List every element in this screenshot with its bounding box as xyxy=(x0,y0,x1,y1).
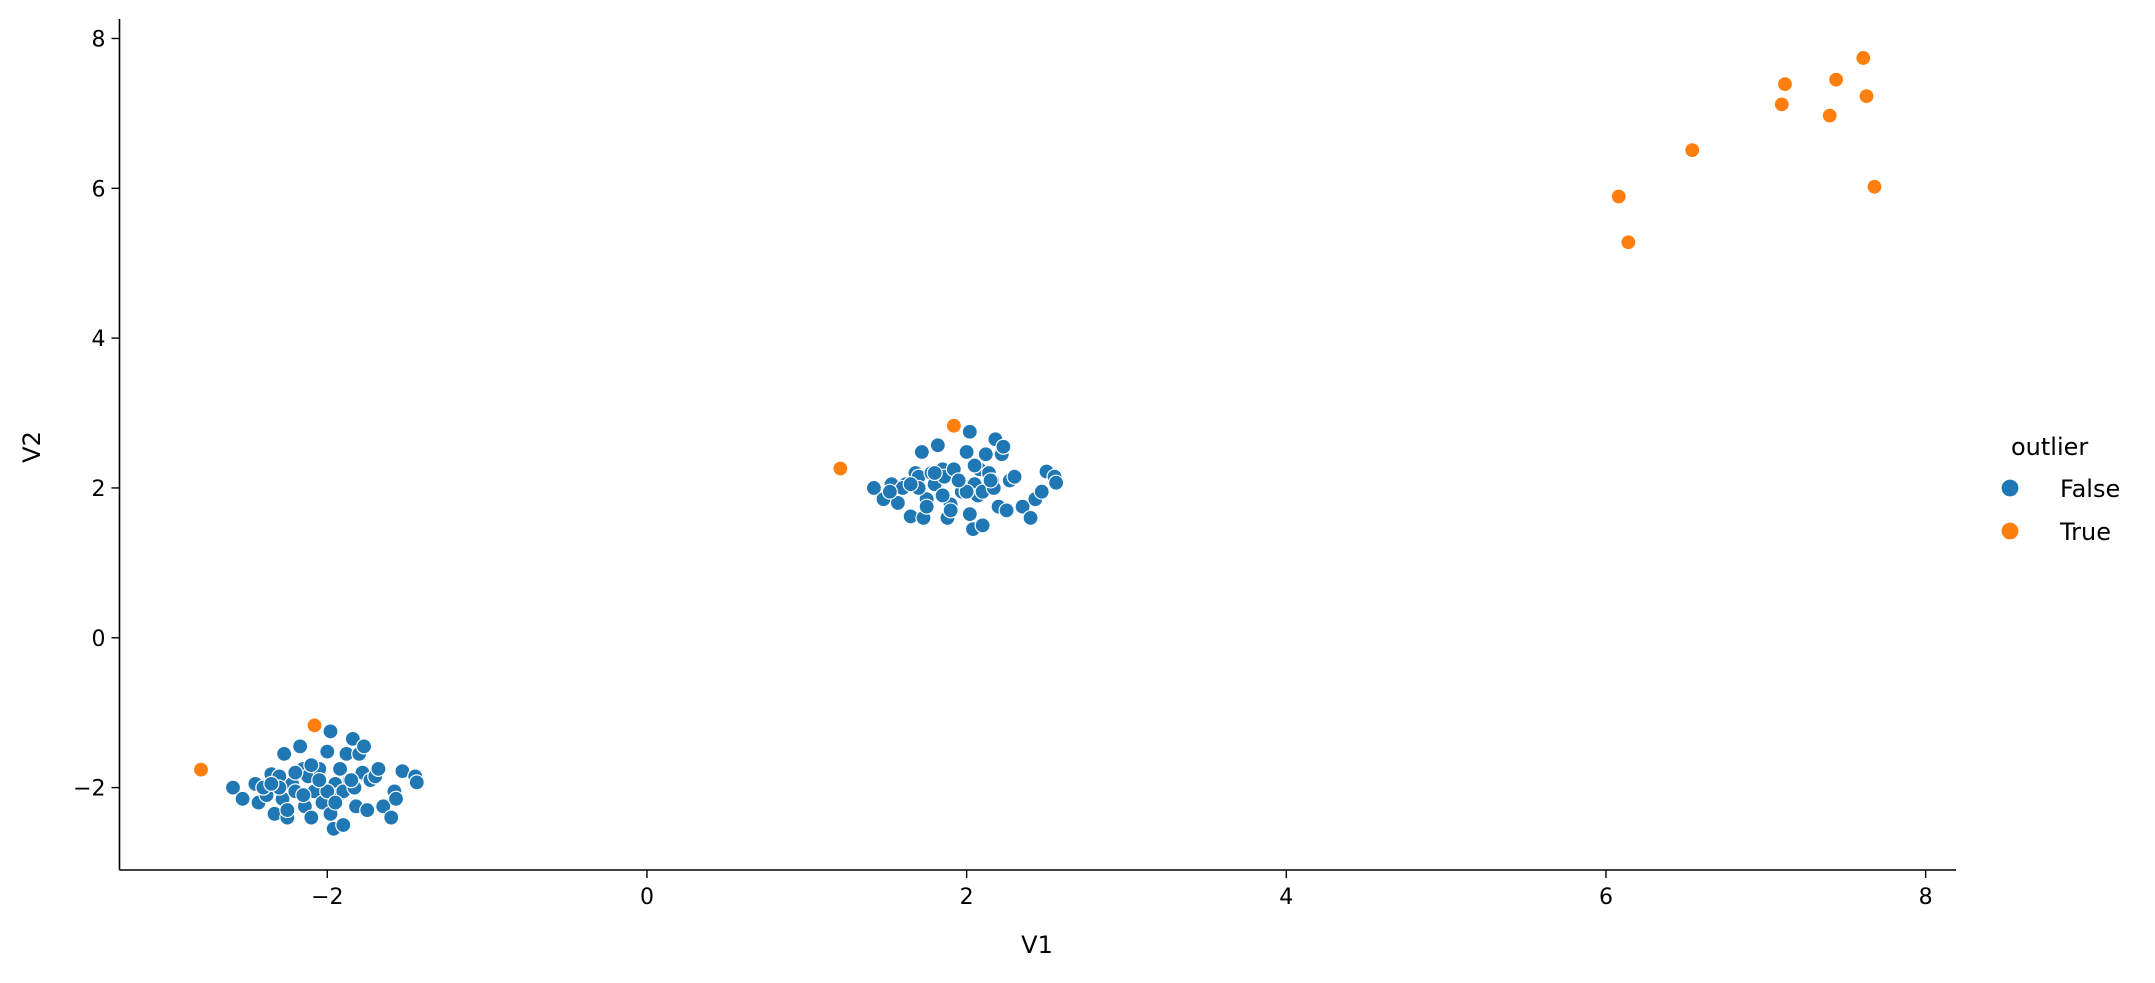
point-false-36 xyxy=(359,801,376,819)
point-false-105 xyxy=(1048,474,1065,491)
point-false-22 xyxy=(322,723,339,740)
point-false-58 xyxy=(263,775,280,792)
point-false-53 xyxy=(287,764,304,781)
point-false-27 xyxy=(331,760,349,777)
x-ticks: −2 0 2 4 6 8 xyxy=(311,870,1933,910)
point-false-116 xyxy=(918,498,935,515)
y-tick-label: 6 xyxy=(92,177,106,202)
point-false-43 xyxy=(387,790,405,807)
point-true-12 xyxy=(1858,88,1875,105)
point-false-17 xyxy=(303,809,320,826)
point-false-68 xyxy=(913,443,930,461)
x-tick-label: 2 xyxy=(960,885,974,910)
point-false-73 xyxy=(929,437,946,454)
point-false-1 xyxy=(234,790,251,807)
y-tick-label: −2 xyxy=(73,777,105,802)
points-layer xyxy=(192,49,1883,837)
point-true-11 xyxy=(1855,49,1872,67)
point-false-40 xyxy=(375,798,392,815)
point-false-114 xyxy=(942,502,959,519)
point-true-7 xyxy=(1773,96,1790,113)
point-false-110 xyxy=(950,472,967,489)
point-false-60 xyxy=(865,479,883,497)
point-false-112 xyxy=(926,464,943,482)
point-false-82 xyxy=(961,423,978,440)
point-false-102 xyxy=(1033,483,1050,500)
legend-title: outlier xyxy=(2011,433,2088,461)
legend-label-false: False xyxy=(2060,475,2120,503)
point-false-50 xyxy=(319,783,336,800)
point-false-81 xyxy=(958,443,975,461)
x-tick-label: −2 xyxy=(311,885,343,910)
legend-label-true: True xyxy=(2059,518,2111,546)
point-false-46 xyxy=(408,774,425,791)
point-false-96 xyxy=(998,502,1015,519)
point-false-117 xyxy=(902,476,919,493)
point-true-5 xyxy=(1620,234,1637,251)
point-false-9 xyxy=(276,745,293,762)
point-true-2 xyxy=(832,460,849,477)
point-false-41 xyxy=(383,809,400,826)
point-true-0 xyxy=(192,761,210,778)
point-false-59 xyxy=(343,772,360,789)
point-false-51 xyxy=(311,772,328,789)
point-false-109 xyxy=(958,483,975,500)
point-false-28 xyxy=(335,816,352,834)
point-false-49 xyxy=(295,786,312,804)
y-tick-label: 2 xyxy=(92,477,106,502)
point-false-98 xyxy=(1006,468,1023,485)
point-false-89 xyxy=(977,446,994,463)
legend-marker-true xyxy=(2000,521,2020,541)
legend-marker-false xyxy=(2000,478,2020,498)
point-true-3 xyxy=(945,417,962,434)
point-false-95 xyxy=(995,438,1012,455)
y-tick-label: 0 xyxy=(92,627,106,652)
point-false-83 xyxy=(961,506,978,523)
x-tick-label: 4 xyxy=(1279,885,1293,910)
y-axis-label: V2 xyxy=(18,431,46,463)
point-false-35 xyxy=(355,738,373,755)
point-true-1 xyxy=(306,717,323,734)
point-true-10 xyxy=(1821,107,1838,124)
point-false-108 xyxy=(934,487,951,504)
point-false-63 xyxy=(889,494,906,512)
y-tick-label: 8 xyxy=(92,27,106,52)
point-false-115 xyxy=(966,457,983,474)
point-false-55 xyxy=(303,757,320,774)
point-false-99 xyxy=(1014,498,1031,515)
legend: outlier False True xyxy=(2000,433,2120,546)
point-true-8 xyxy=(1776,76,1794,93)
point-true-13 xyxy=(1866,178,1883,195)
point-false-31 xyxy=(344,730,361,748)
point-false-118 xyxy=(982,472,999,489)
y-tick-label: 4 xyxy=(92,327,106,352)
point-false-57 xyxy=(279,801,296,819)
point-true-6 xyxy=(1684,141,1701,159)
x-axis-label: V1 xyxy=(1021,931,1053,959)
x-tick-label: 8 xyxy=(1919,885,1933,910)
x-tick-label: 0 xyxy=(640,885,654,910)
point-false-100 xyxy=(1022,509,1039,527)
y-ticks: −2 0 2 4 6 8 xyxy=(73,27,120,802)
x-tick-label: 6 xyxy=(1599,885,1613,910)
point-false-56 xyxy=(327,794,344,811)
point-false-88 xyxy=(974,517,991,534)
point-false-0 xyxy=(224,779,242,796)
point-false-39 xyxy=(370,760,387,777)
point-false-119 xyxy=(881,483,899,500)
point-true-4 xyxy=(1610,188,1627,205)
point-false-13 xyxy=(292,738,309,755)
point-true-9 xyxy=(1828,71,1845,88)
point-false-21 xyxy=(319,743,336,760)
